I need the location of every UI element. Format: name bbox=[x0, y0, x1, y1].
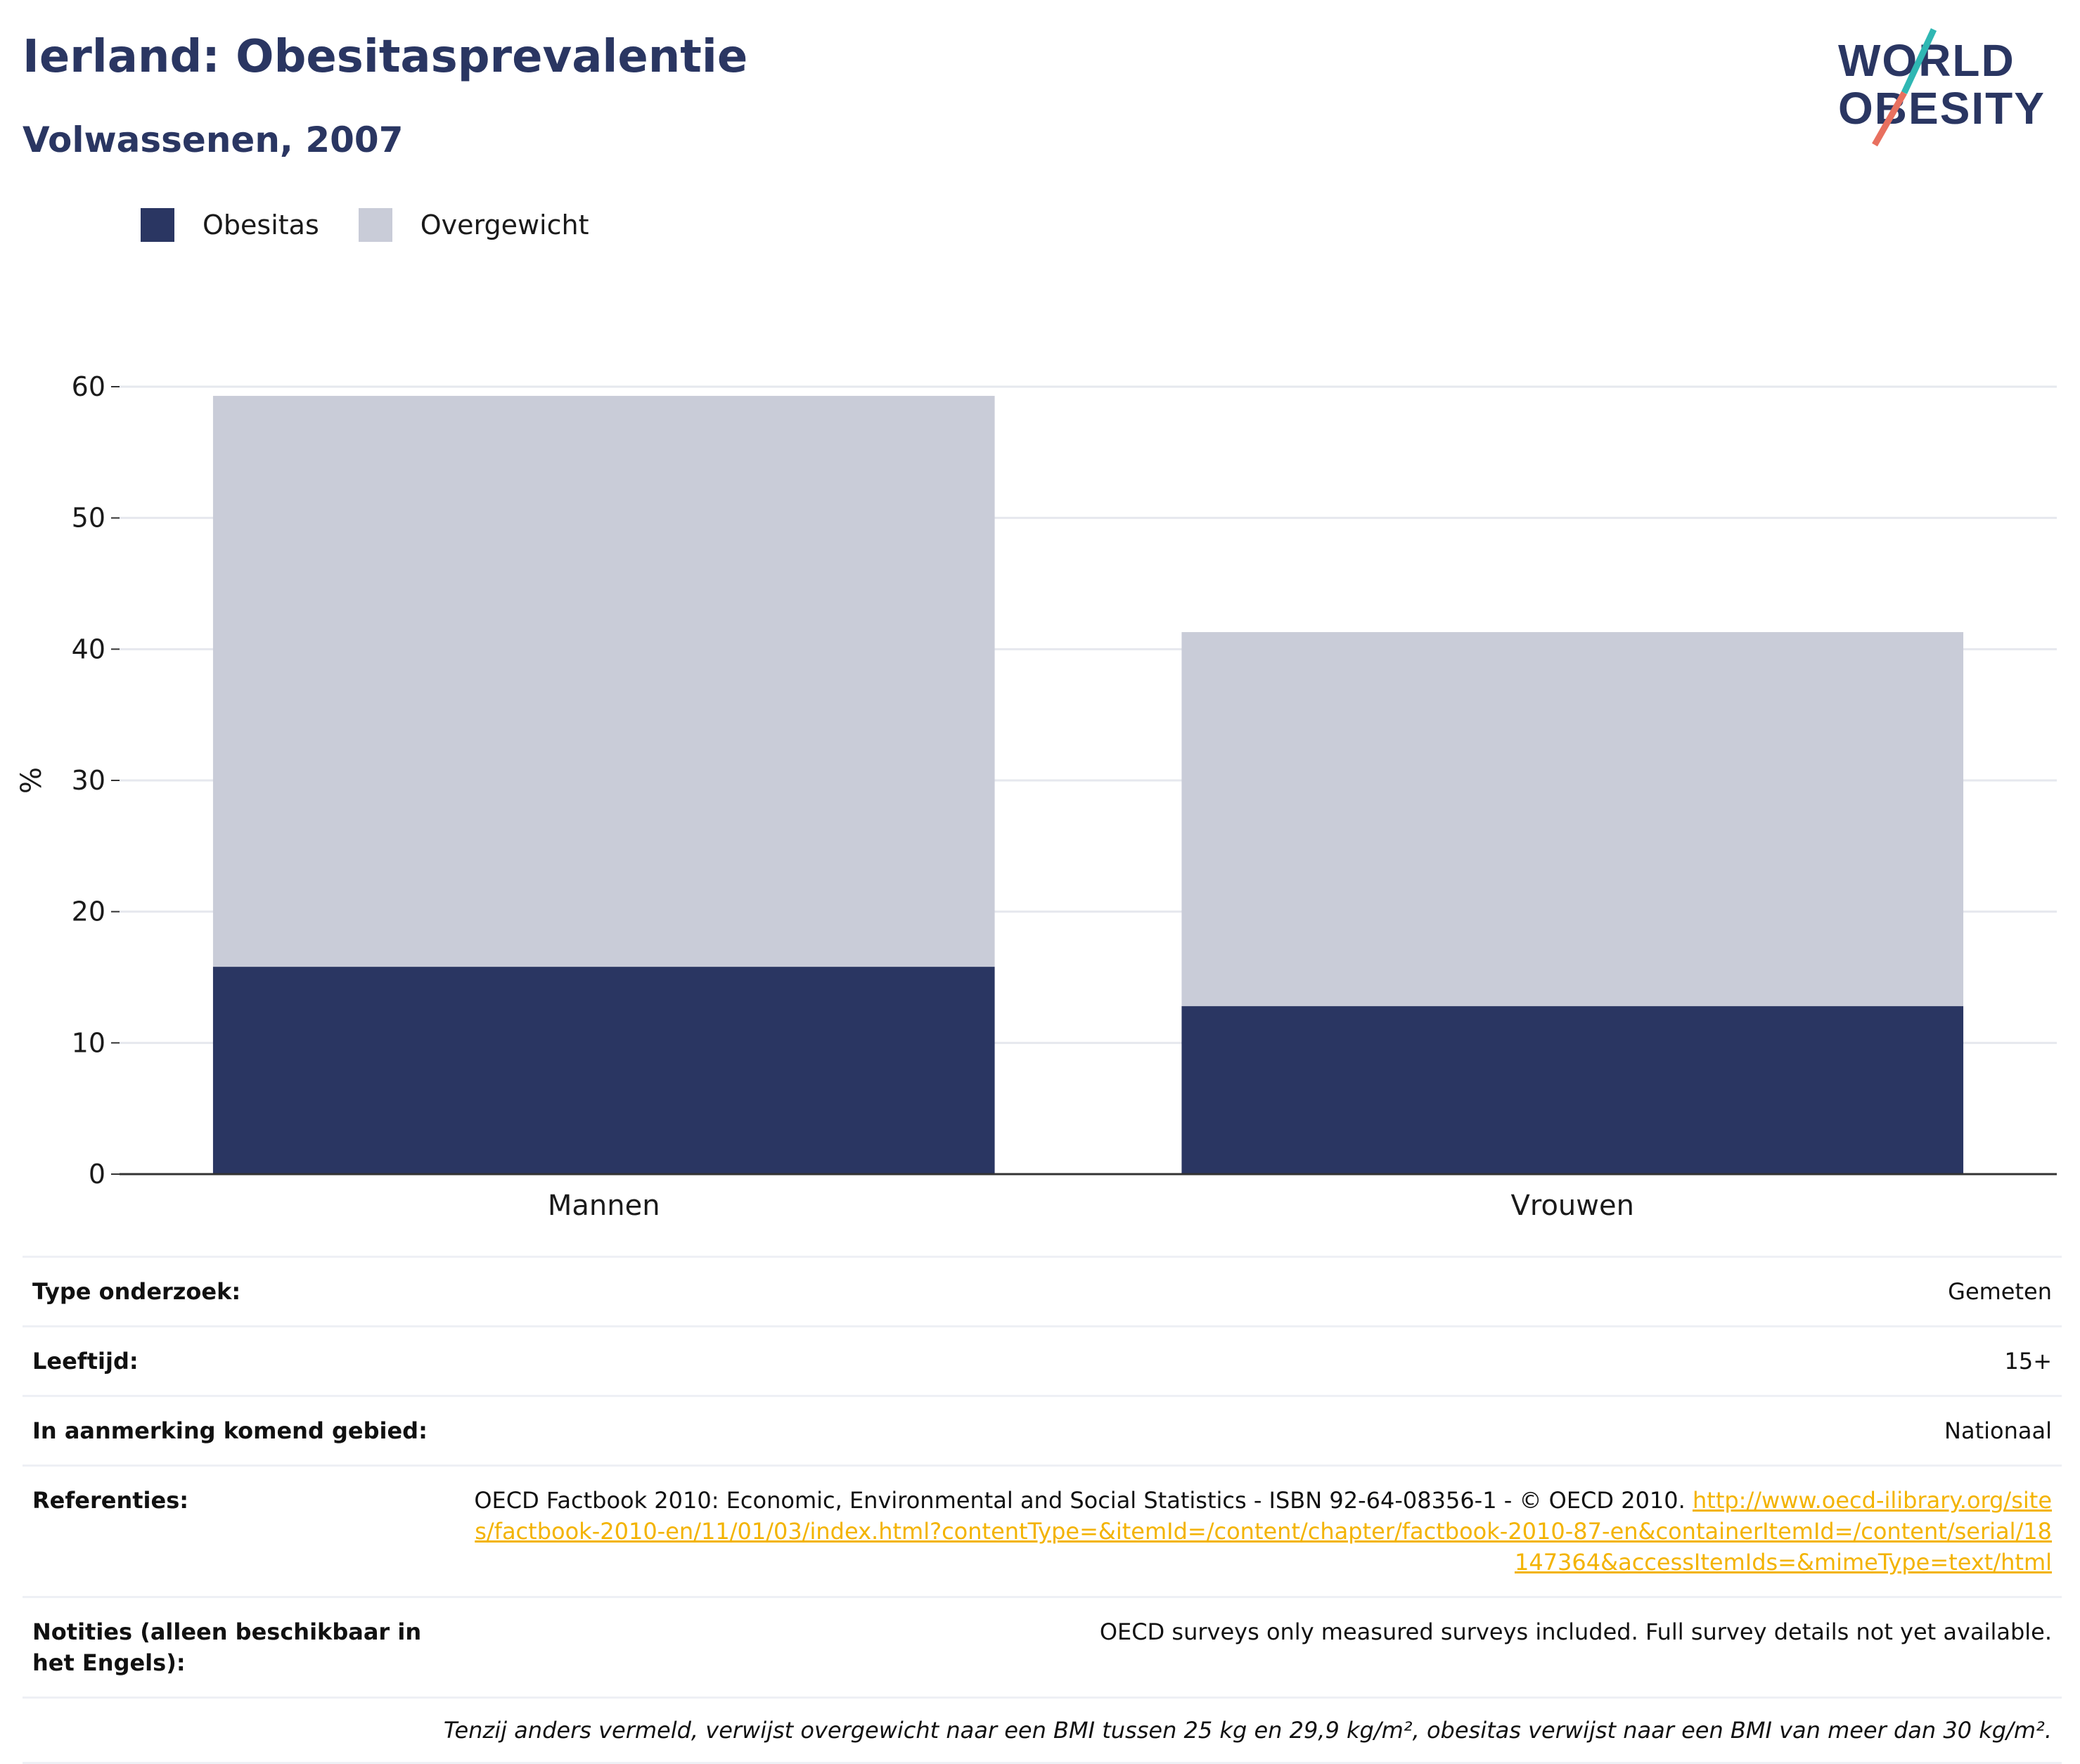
x-tick-label: Vrouwen bbox=[1511, 1190, 1634, 1222]
references-link[interactable]: http://www.oecd-ilibrary.org/sites/factb… bbox=[475, 1487, 2052, 1576]
references-text: OECD Factbook 2010: Economic, Environmen… bbox=[474, 1487, 1693, 1514]
legend-swatch-obesitas bbox=[141, 208, 174, 242]
legend-swatch-overgewicht bbox=[358, 208, 392, 242]
meta-row-type: Type onderzoek: Gemeten bbox=[23, 1256, 2062, 1325]
bar-obesitas-vrouwen bbox=[1181, 1006, 1964, 1174]
meta-label: Leeftijd: bbox=[32, 1348, 139, 1374]
meta-label: Notities (alleen beschikbaar in het Enge… bbox=[32, 1618, 422, 1676]
y-tick-label: 0 bbox=[89, 1159, 105, 1190]
meta-row-notes: Notities (alleen beschikbaar in het Enge… bbox=[23, 1596, 2062, 1697]
meta-value: Gemeten bbox=[1948, 1278, 2052, 1305]
meta-row-age: Leeftijd: 15+ bbox=[23, 1325, 2062, 1395]
bar-obesitas-mannen bbox=[212, 967, 995, 1174]
world-obesity-logo: WORLD OBESITY bbox=[1838, 28, 2046, 147]
meta-label: Referenties: bbox=[32, 1487, 189, 1514]
meta-value: Nationaal bbox=[1944, 1417, 2052, 1444]
meta-label: Type onderzoek: bbox=[32, 1278, 241, 1305]
page-subtitle: Volwassenen, 2007 bbox=[23, 120, 404, 160]
chart-legend: Obesitas Overgewicht bbox=[141, 208, 629, 242]
x-tick-label: Mannen bbox=[548, 1190, 660, 1222]
y-tick-label: 10 bbox=[72, 1027, 105, 1058]
svg-text:OBESITY: OBESITY bbox=[1838, 83, 2046, 134]
bar-overgewicht-mannen bbox=[212, 396, 995, 967]
meta-value: 15+ bbox=[2004, 1348, 2052, 1374]
meta-value: OECD Factbook 2010: Economic, Environmen… bbox=[468, 1485, 2052, 1578]
meta-footnote: Tenzij anders vermeld, verwijst overgewi… bbox=[23, 1697, 2062, 1764]
footnote-text: Tenzij anders vermeld, verwijst overgewi… bbox=[443, 1717, 2052, 1744]
legend-label-obesitas: Obesitas bbox=[203, 210, 319, 240]
meta-label: In aanmerking komend gebied: bbox=[32, 1417, 428, 1444]
y-tick-label: 30 bbox=[72, 765, 105, 796]
y-tick-label: 50 bbox=[72, 503, 105, 534]
legend-label-overgewicht: Overgewicht bbox=[420, 210, 589, 240]
stacked-bar-chart: 0 10 20 30 40 50 60% Mannen Vrouwen bbox=[15, 371, 2057, 1222]
page-title: Ierland: Obesitasprevalentie bbox=[23, 31, 748, 83]
legend-item-obesitas[interactable]: Obesitas bbox=[141, 208, 319, 242]
legend-item-overgewicht[interactable]: Overgewicht bbox=[358, 208, 589, 242]
y-tick-label: 20 bbox=[72, 896, 105, 927]
y-axis-label: % bbox=[15, 767, 48, 794]
meta-row-area: In aanmerking komend gebied: Nationaal bbox=[23, 1395, 2062, 1464]
meta-value: OECD surveys only measured surveys inclu… bbox=[1099, 1618, 2052, 1645]
survey-details-table: Type onderzoek: Gemeten Leeftijd: 15+ In… bbox=[23, 1256, 2062, 1764]
y-tick-label: 60 bbox=[72, 371, 105, 402]
bar-overgewicht-vrouwen bbox=[1181, 632, 1964, 1007]
meta-row-references: Referenties: OECD Factbook 2010: Economi… bbox=[23, 1464, 2062, 1596]
y-tick-label: 40 bbox=[72, 633, 105, 664]
